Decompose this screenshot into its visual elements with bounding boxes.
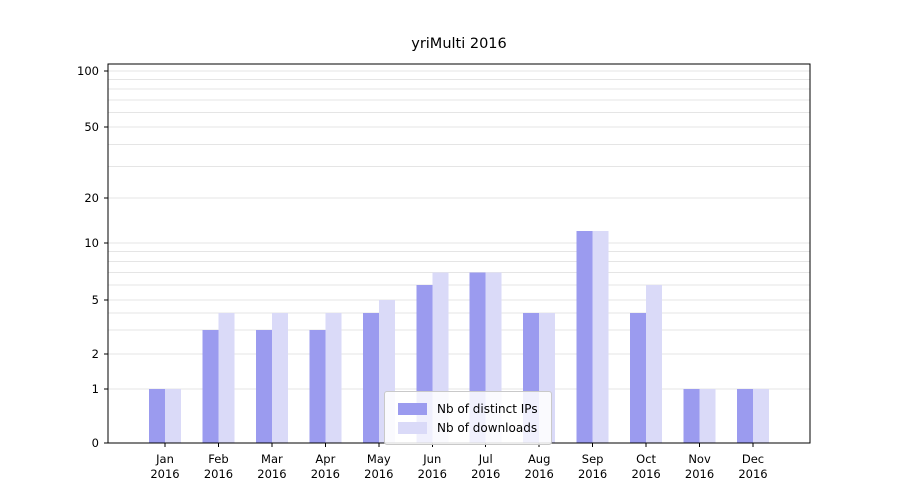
x-tick-label-year: 2016 — [631, 467, 660, 481]
legend-swatch-distinct-ips — [398, 402, 427, 415]
y-tick-label: 5 — [92, 293, 99, 307]
x-tick-label-month: Jun — [422, 452, 441, 466]
legend-label-downloads: Nb of downloads — [437, 420, 538, 435]
bar-distinct-ips — [683, 389, 700, 443]
x-tick-label-month: Apr — [315, 452, 335, 466]
x-tick-label-month: May — [367, 452, 391, 466]
bar-distinct-ips — [576, 231, 593, 443]
bar-distinct-ips — [309, 330, 326, 443]
x-tick-label-month: Dec — [742, 452, 764, 466]
bar-downloads — [592, 231, 609, 443]
bar-distinct-ips — [202, 330, 219, 443]
x-tick-label-month: Jul — [478, 452, 493, 466]
x-tick-label-month: Nov — [688, 452, 711, 466]
bar-downloads — [165, 389, 181, 443]
x-tick-label-year: 2016 — [738, 467, 767, 481]
legend-item-downloads: Nb of downloads — [398, 418, 538, 437]
x-tick-label-year: 2016 — [471, 467, 500, 481]
bar-distinct-ips — [255, 330, 272, 443]
x-tick-label-month: Aug — [528, 452, 550, 466]
legend-label-distinct-ips: Nb of distinct IPs — [437, 401, 538, 416]
bar-distinct-ips — [630, 313, 647, 443]
y-tick-label: 10 — [84, 236, 99, 250]
bar-downloads — [753, 389, 769, 443]
y-tick-label: 1 — [92, 382, 99, 396]
legend-item-distinct-ips: Nb of distinct IPs — [398, 399, 538, 418]
bar-downloads — [325, 313, 342, 443]
legend: Nb of distinct IPs Nb of downloads — [384, 391, 552, 445]
chart-title: yriMulti 2016 — [411, 36, 507, 52]
bar-downloads — [218, 313, 235, 443]
x-tick-label-year: 2016 — [204, 467, 233, 481]
bar-downloads — [271, 313, 288, 443]
bar-downloads — [646, 285, 663, 443]
x-tick-label-year: 2016 — [578, 467, 607, 481]
x-tick-label-month: Mar — [261, 452, 283, 466]
x-tick-label-month: Feb — [208, 452, 228, 466]
y-tick-label: 20 — [84, 191, 99, 205]
x-tick-label-year: 2016 — [418, 467, 447, 481]
x-tick-label-year: 2016 — [311, 467, 340, 481]
y-tick-label: 100 — [77, 64, 99, 78]
x-tick-label-year: 2016 — [364, 467, 393, 481]
y-tick-label: 50 — [84, 120, 99, 134]
bar-distinct-ips — [149, 389, 165, 443]
x-tick-label-month: Jan — [155, 452, 174, 466]
x-tick-label-month: Sep — [582, 452, 604, 466]
bar-downloads — [699, 389, 716, 443]
x-tick-label-year: 2016 — [525, 467, 554, 481]
y-tick-label: 2 — [92, 347, 99, 361]
x-tick-label-year: 2016 — [150, 467, 179, 481]
x-tick-label-year: 2016 — [685, 467, 714, 481]
x-tick-label-year: 2016 — [257, 467, 286, 481]
bar-distinct-ips — [362, 313, 379, 443]
y-tick-label: 0 — [92, 436, 99, 450]
legend-swatch-downloads — [398, 421, 427, 434]
x-tick-label-month: Oct — [636, 452, 656, 466]
bar-distinct-ips — [737, 389, 753, 443]
